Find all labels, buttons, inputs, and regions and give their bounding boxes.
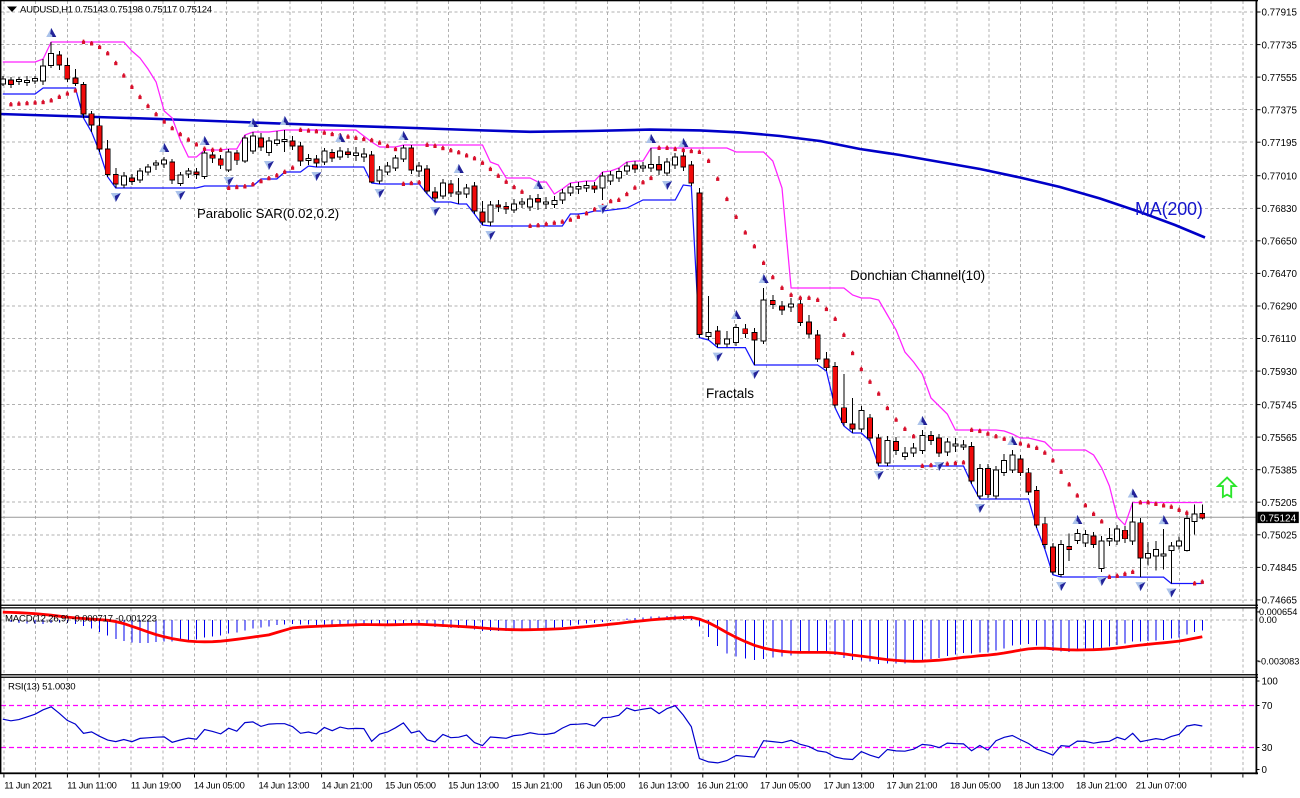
svg-text:18 Jun 05:00: 18 Jun 05:00 <box>950 780 1001 791</box>
svg-text:0.76110: 0.76110 <box>1262 334 1297 345</box>
svg-text:15 Jun 13:00: 15 Jun 13:00 <box>448 780 499 791</box>
svg-text:15 Jun 21:00: 15 Jun 21:00 <box>512 780 563 791</box>
svg-text:0.75930: 0.75930 <box>1262 367 1298 378</box>
svg-text:0.77195: 0.77195 <box>1262 138 1298 149</box>
svg-text:0.75025: 0.75025 <box>1262 531 1298 542</box>
svg-text:Donchian Channel(10): Donchian Channel(10) <box>850 268 985 283</box>
svg-text:0.76470: 0.76470 <box>1262 269 1298 280</box>
svg-text:0.75745: 0.75745 <box>1262 400 1298 411</box>
svg-text:70: 70 <box>1262 701 1273 712</box>
svg-text:15 Jun 05:00: 15 Jun 05:00 <box>385 780 436 791</box>
svg-text:14 Jun 05:00: 14 Jun 05:00 <box>194 780 245 791</box>
svg-text:16 Jun 21:00: 16 Jun 21:00 <box>697 780 748 791</box>
svg-text:0.75124: 0.75124 <box>1260 513 1297 524</box>
svg-text:14 Jun 13:00: 14 Jun 13:00 <box>259 780 310 791</box>
svg-text:17 Jun 13:00: 17 Jun 13:00 <box>824 780 875 791</box>
svg-text:100: 100 <box>1262 677 1279 688</box>
svg-text:16 Jun 05:00: 16 Jun 05:00 <box>575 780 626 791</box>
svg-text:0.74845: 0.74845 <box>1262 563 1298 574</box>
svg-text:16 Jun 13:00: 16 Jun 13:00 <box>638 780 689 791</box>
svg-text:RSI(13) 51.0030: RSI(13) 51.0030 <box>8 682 75 693</box>
svg-text:-0.003083: -0.003083 <box>1258 657 1299 667</box>
svg-text:21 Jun 07:00: 21 Jun 07:00 <box>1136 780 1187 791</box>
svg-text:MA(200): MA(200) <box>1135 199 1203 219</box>
svg-text:0.76830: 0.76830 <box>1262 204 1298 215</box>
svg-text:18 Jun 21:00: 18 Jun 21:00 <box>1076 780 1127 791</box>
svg-text:0.77735: 0.77735 <box>1262 40 1298 51</box>
svg-text:0.76650: 0.76650 <box>1262 237 1298 248</box>
svg-text:Parabolic SAR(0.02,0.2): Parabolic SAR(0.02,0.2) <box>197 206 339 221</box>
svg-text:AUDUSD,H1 0.75143 0.75198 0.7: AUDUSD,H1 0.75143 0.75198 0.75117 0.7512… <box>20 5 213 16</box>
svg-text:0.77375: 0.77375 <box>1262 105 1298 116</box>
svg-text:0.76290: 0.76290 <box>1262 302 1298 313</box>
svg-text:17 Jun 05:00: 17 Jun 05:00 <box>760 780 811 791</box>
svg-text:0.75385: 0.75385 <box>1262 465 1298 476</box>
svg-text:MACD(12,26,9) -0.000717 -0.001: MACD(12,26,9) -0.000717 -0.001223 <box>5 614 157 625</box>
svg-text:0.75205: 0.75205 <box>1262 498 1298 509</box>
svg-text:14 Jun 21:00: 14 Jun 21:00 <box>322 780 373 791</box>
svg-text:0: 0 <box>1262 765 1268 776</box>
svg-text:Fractals: Fractals <box>706 386 754 401</box>
svg-text:11 Jun 2021: 11 Jun 2021 <box>4 780 52 791</box>
svg-text:0.77555: 0.77555 <box>1262 73 1298 84</box>
svg-text:18 Jun 13:00: 18 Jun 13:00 <box>1013 780 1064 791</box>
svg-text:0.000654: 0.000654 <box>1259 607 1297 617</box>
svg-text:17 Jun 21:00: 17 Jun 21:00 <box>887 780 938 791</box>
svg-text:0.74665: 0.74665 <box>1262 596 1298 607</box>
svg-text:0.00: 0.00 <box>1259 615 1277 625</box>
svg-text:30: 30 <box>1262 743 1273 754</box>
svg-text:0.77010: 0.77010 <box>1262 171 1298 182</box>
svg-text:11 Jun 11:00: 11 Jun 11:00 <box>67 780 116 791</box>
svg-text:0.77915: 0.77915 <box>1262 8 1298 19</box>
svg-text:11 Jun 19:00: 11 Jun 19:00 <box>131 780 181 791</box>
svg-text:0.75565: 0.75565 <box>1262 433 1298 444</box>
